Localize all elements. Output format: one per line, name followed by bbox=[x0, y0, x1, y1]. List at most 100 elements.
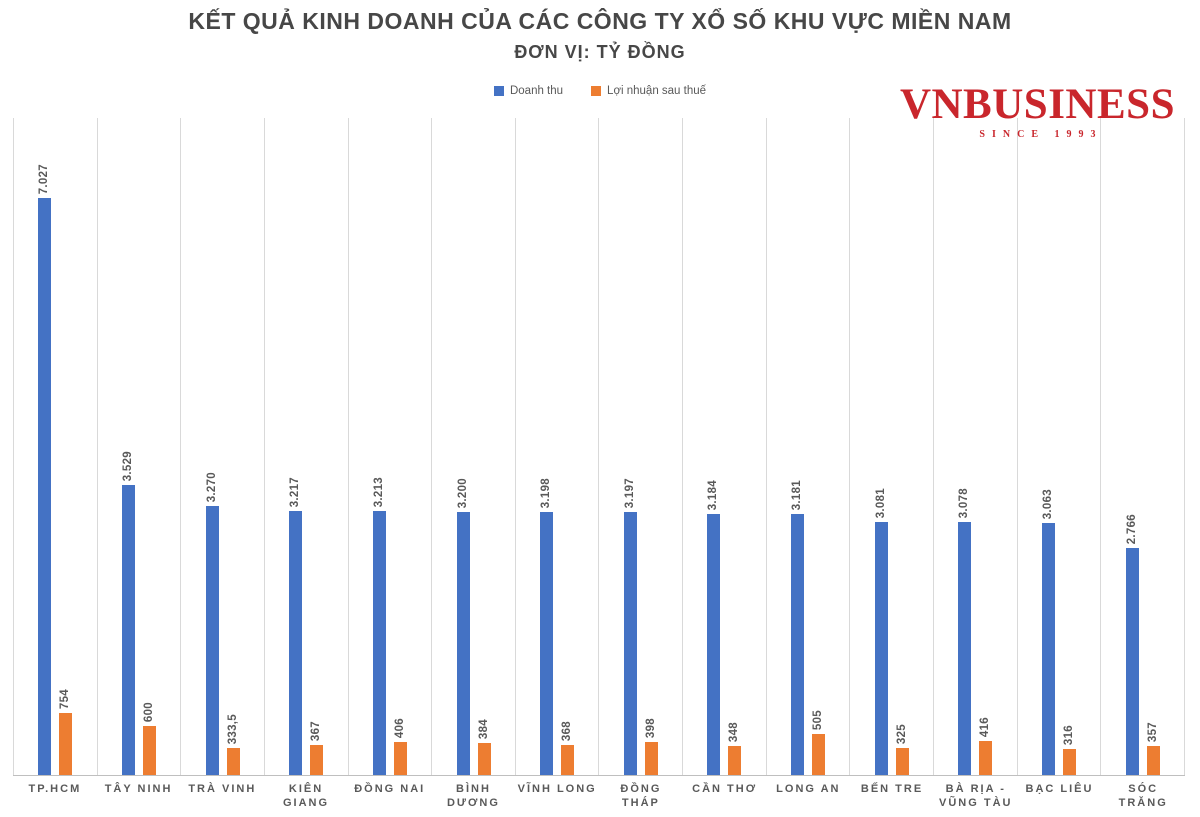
bar-value-label: 367 bbox=[310, 720, 323, 741]
bar-group: 3.181 bbox=[791, 118, 805, 775]
chart-subtitle: ĐƠN VỊ: TỶ ĐỒNG bbox=[514, 42, 686, 62]
bar-pair: 3.198 368 bbox=[516, 118, 599, 775]
bar-pair: 3.213 406 bbox=[349, 118, 432, 775]
legend-label-loi-nhuan: Lợi nhuận sau thuế bbox=[607, 85, 707, 97]
category-label: TÂY NINH bbox=[104, 783, 173, 795]
revenue-bar bbox=[707, 514, 721, 775]
bar-pair: 7.027 754 bbox=[14, 118, 97, 775]
bar-value-label: 754 bbox=[59, 688, 72, 709]
category-label: BẠC LIÊU bbox=[1025, 783, 1094, 795]
bar-pair: 3.217 367 bbox=[265, 118, 348, 775]
bar-pair: 3.081 325 bbox=[850, 118, 933, 775]
profit-bar bbox=[226, 748, 240, 775]
category-slot: 2.766 357 bbox=[1100, 118, 1185, 775]
profit-bar bbox=[979, 741, 993, 775]
bar-pair: 3.184 348 bbox=[683, 118, 766, 775]
bar-value-label: 333,5 bbox=[226, 713, 239, 744]
bar-group: 416 bbox=[979, 118, 993, 775]
revenue-bar bbox=[874, 522, 888, 775]
legend: Doanh thu Lợi nhuận sau thuế bbox=[0, 85, 1200, 97]
profit-swatch-icon bbox=[591, 86, 602, 96]
category-label: BÀ RỊA - VŨNG TÀU bbox=[939, 783, 1013, 809]
bar-value-label: 3.217 bbox=[289, 476, 302, 507]
revenue-bar bbox=[1125, 548, 1139, 775]
bar-group: 3.184 bbox=[707, 118, 721, 775]
plot-area: 7.027 754 3.529 600 3.270 333,5 3.217 367 3.213 4… bbox=[13, 118, 1185, 776]
revenue-bar bbox=[121, 485, 135, 775]
logo-tagline: SINCE 1993 bbox=[979, 129, 1103, 141]
revenue-bar bbox=[456, 512, 470, 775]
bar-pair: 3.197 398 bbox=[599, 118, 682, 775]
profit-bar bbox=[644, 742, 658, 775]
bar-value-label: 368 bbox=[561, 720, 574, 741]
bar-pair: 3.529 600 bbox=[98, 118, 181, 775]
revenue-swatch-icon bbox=[493, 86, 504, 96]
bar-pair: 3.078 416 bbox=[934, 118, 1017, 775]
bar-group: 3.081 bbox=[874, 118, 888, 775]
bar-value-label: 316 bbox=[1063, 724, 1075, 745]
profit-bar bbox=[477, 743, 491, 775]
profit-bar bbox=[142, 726, 156, 775]
category-slot: 3.270 333,5 bbox=[180, 118, 264, 775]
profit-bar bbox=[728, 746, 742, 775]
chart-title: KẾT QUẢ KINH DOANH CỦA CÁC CÔNG TY XỔ SỐ… bbox=[188, 8, 1012, 34]
profit-bar bbox=[895, 748, 909, 775]
bar-group: 3.078 bbox=[958, 118, 972, 775]
bar-group: 368 bbox=[561, 118, 575, 775]
bar-group: 3.200 bbox=[456, 118, 470, 775]
category-label: BÌNH DƯƠNG bbox=[446, 783, 500, 809]
category-slot: 3.198 368 bbox=[514, 118, 599, 775]
bar-group: 3.213 bbox=[372, 118, 386, 775]
bar-pair: 3.063 316 bbox=[1018, 118, 1101, 775]
bar-group: 2.766 bbox=[1125, 118, 1139, 775]
revenue-bar bbox=[289, 511, 303, 775]
revenue-bar bbox=[958, 522, 972, 775]
category-label: ĐỒNG THÁP bbox=[620, 783, 662, 809]
bar-value-label: 3.181 bbox=[791, 479, 804, 510]
bar-value-label: 384 bbox=[477, 718, 490, 739]
category-label: TP.HCM bbox=[28, 783, 82, 795]
bar-group: 316 bbox=[1063, 118, 1076, 775]
bar-group: 600 bbox=[142, 118, 156, 775]
bar-value-label: 2.766 bbox=[1125, 513, 1138, 544]
category-slot: 3.078 416 bbox=[933, 118, 1017, 775]
bar-group: 3.198 bbox=[540, 118, 554, 775]
legend-item-doanh-thu: Doanh thu bbox=[493, 85, 563, 97]
profit-bar bbox=[59, 713, 73, 775]
bar-value-label: 3.184 bbox=[707, 479, 720, 510]
bar-value-label: 600 bbox=[142, 701, 155, 722]
revenue-bar bbox=[372, 511, 386, 775]
category-label: BẾN TRE bbox=[860, 783, 924, 795]
bar-group: 754 bbox=[59, 118, 73, 775]
category-slot: 3.197 398 bbox=[598, 118, 682, 775]
bar-value-label: 3.213 bbox=[372, 476, 385, 507]
bar-group: 3.217 bbox=[289, 118, 303, 775]
category-label: LONG AN bbox=[776, 783, 841, 795]
bar-group: 325 bbox=[895, 118, 909, 775]
category-slot: 7.027 754 bbox=[13, 118, 97, 775]
profit-bar bbox=[1063, 749, 1076, 775]
bar-value-label: 406 bbox=[393, 717, 406, 738]
bar-value-label: 3.063 bbox=[1042, 488, 1054, 519]
category-slot: 3.529 600 bbox=[96, 118, 181, 775]
category-label: KIÊN GIANG bbox=[282, 783, 330, 809]
bar-value-label: 7.027 bbox=[38, 163, 51, 194]
bar-pair: 2.766 357 bbox=[1101, 118, 1184, 775]
revenue-bar bbox=[205, 506, 219, 775]
category-axis: TP.HCM TÂY NINH TRÀ VINH KIÊN GIANG ĐỒNG NAI… bbox=[13, 782, 1185, 810]
bar-group: 7.027 bbox=[38, 118, 52, 775]
bar-group: 3.063 bbox=[1042, 118, 1055, 775]
bar-value-label: 3.270 bbox=[205, 471, 218, 502]
bar-value-label: 325 bbox=[895, 723, 908, 744]
bar-group: 3.529 bbox=[121, 118, 135, 775]
bar-value-label: 3.197 bbox=[623, 477, 636, 508]
category-slot: 3.063 316 bbox=[1016, 118, 1101, 775]
revenue-bar bbox=[1042, 523, 1055, 775]
bar-pair: 3.270 333,5 bbox=[181, 118, 264, 775]
category-label: TRÀ VINH bbox=[188, 783, 257, 795]
category-slot: 3.217 367 bbox=[263, 118, 348, 775]
bar-value-label: 3.081 bbox=[874, 487, 887, 518]
profit-bar bbox=[812, 734, 826, 775]
bar-group: 3.197 bbox=[623, 118, 637, 775]
bar-group: 406 bbox=[393, 118, 407, 775]
